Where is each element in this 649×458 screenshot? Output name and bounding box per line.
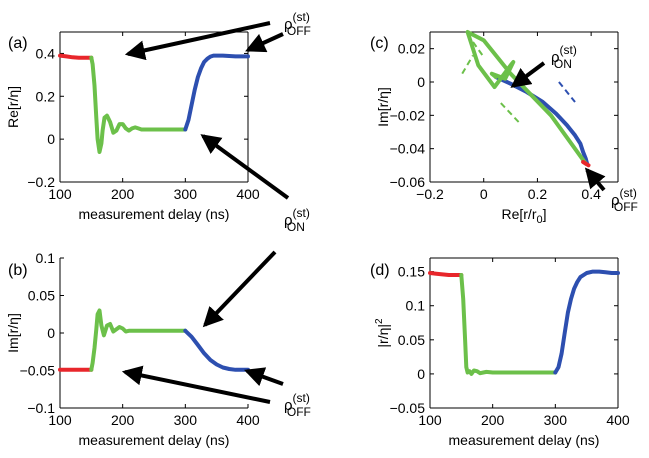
y-tick-label: 0.15	[398, 264, 425, 280]
x-tick-label: 300	[174, 412, 198, 428]
y-axis-label: Re[r/η]	[5, 86, 21, 128]
y-tick-label: −0.06	[390, 174, 426, 190]
y-tick-label: −0.05	[390, 400, 426, 416]
arrow-off-to-blue-a	[245, 32, 284, 53]
direction-arrows	[461, 41, 576, 123]
x-tick-label: 400	[236, 412, 260, 428]
y-tick-label: −0.05	[20, 363, 56, 379]
y-tick-label: 0.02	[398, 41, 425, 57]
arrow-on-to-green-a	[200, 134, 290, 200]
label-off-top: ρ(st) OFF	[284, 10, 311, 38]
y-tick-label: 0.2	[36, 88, 56, 104]
arrow-on-c	[510, 61, 546, 88]
panel-a: (a) 100 200 300 400 −0.2 0 0.2 0.4 measurement de…	[5, 31, 260, 222]
series-blue-line	[553, 269, 620, 375]
x-axis-label: measurement delay (ns)	[79, 206, 230, 222]
series-red-line	[581, 160, 591, 168]
y-axis-label: Im[r/η]	[5, 313, 21, 353]
annotation-labels: ρ(st) OFF ρ(st) ON ρ(st) OFF ρ(st) ON ρ(st) O…	[284, 10, 638, 419]
panel-b: (b) 100 200 300 400 −0.1 −0.05 0 0.05 0.1 measurem…	[5, 250, 260, 448]
x-tick-label: 100	[418, 412, 442, 428]
y-tick-label: −0.2	[27, 174, 55, 190]
y-tick-label: 0	[47, 325, 55, 341]
axes-d	[429, 257, 619, 409]
y-tick-label: 0.05	[28, 288, 55, 304]
panel-letter-a: (a)	[8, 35, 28, 52]
label-off-bottom: ρ(st) OFF	[284, 391, 311, 419]
green-direction-arrow	[461, 54, 474, 75]
x-tick-label: 0.2	[528, 186, 548, 202]
series-blue-line	[183, 328, 250, 372]
x-axis-label: Re[r/r0]	[501, 206, 546, 226]
arrow-off-c	[584, 167, 606, 192]
x-tick-label: 300	[544, 412, 568, 428]
x-axis-label: measurement delay (ns)	[79, 432, 230, 448]
x-tick-label: 100	[48, 412, 72, 428]
blue-direction-arrow	[558, 81, 576, 103]
panel-letter-b: (b)	[8, 262, 28, 279]
arrow-off-to-red-a	[124, 21, 271, 61]
label-on-c: ρ(st) ON	[551, 43, 577, 71]
annotation-arrows	[121, 21, 606, 404]
y-tick-label: −0.02	[390, 107, 426, 123]
series-green-line	[459, 273, 558, 376]
x-tick-label: −0.2	[416, 186, 444, 202]
green-direction-arrow	[499, 101, 520, 123]
y-tick-label: 0.1	[36, 250, 56, 266]
x-axis-label: measurement delay (ns)	[449, 432, 600, 448]
series-green-line	[89, 308, 188, 372]
series-blue-line	[183, 53, 250, 132]
axes-c	[429, 31, 619, 183]
x-tick-label: 400	[236, 186, 260, 202]
y-tick-label: 0.1	[406, 298, 426, 314]
y-tick-label: 0.4	[36, 45, 56, 61]
x-tick-label: 0	[480, 186, 488, 202]
y-tick-label: 0	[47, 131, 55, 147]
arrow-on-to-green-b	[202, 250, 277, 328]
y-tick-label: −0.1	[27, 400, 55, 416]
y-tick-label: 0	[417, 366, 425, 382]
series-red-line	[58, 53, 94, 60]
x-tick-label: 200	[481, 412, 505, 428]
x-tick-label: 200	[111, 412, 135, 428]
arrow-off-to-red-b	[121, 365, 271, 404]
panel-c: (c) −0.2 0 0.2 0.4 −0.06 −0.04 −0.02 0 0.02 Re[r/r…	[370, 30, 619, 226]
y-tick-label: 0	[417, 74, 425, 90]
x-tick-label: 400	[606, 412, 630, 428]
x-tick-label: 100	[48, 186, 72, 202]
x-tick-label: 300	[174, 186, 198, 202]
series-green-line	[89, 55, 188, 154]
label-on-mid: ρ(st) ON	[284, 206, 310, 234]
series-red-line	[428, 271, 464, 277]
y-axis-label: Im[r/η]	[375, 87, 391, 127]
y-tick-label: 0.05	[398, 332, 425, 348]
arrow-off-to-blue-b	[243, 367, 284, 387]
x-tick-label: 200	[111, 186, 135, 202]
panel-letter-c: (c)	[370, 35, 389, 52]
panel-letter-d: (d)	[370, 262, 390, 279]
label-off-c: ρ(st) OFF	[611, 186, 638, 214]
y-axis-label: |r/η|2	[374, 318, 391, 348]
axes-b	[59, 258, 248, 409]
green-direction-arrow	[472, 41, 485, 58]
series-blue-line	[493, 75, 590, 166]
x-tick-label: 0.4	[581, 186, 601, 202]
panel-d: (d) 100 200 300 400 −0.05 0 0.05 0.1 0.15 measurem…	[370, 257, 630, 448]
y-tick-label: −0.04	[390, 141, 426, 157]
